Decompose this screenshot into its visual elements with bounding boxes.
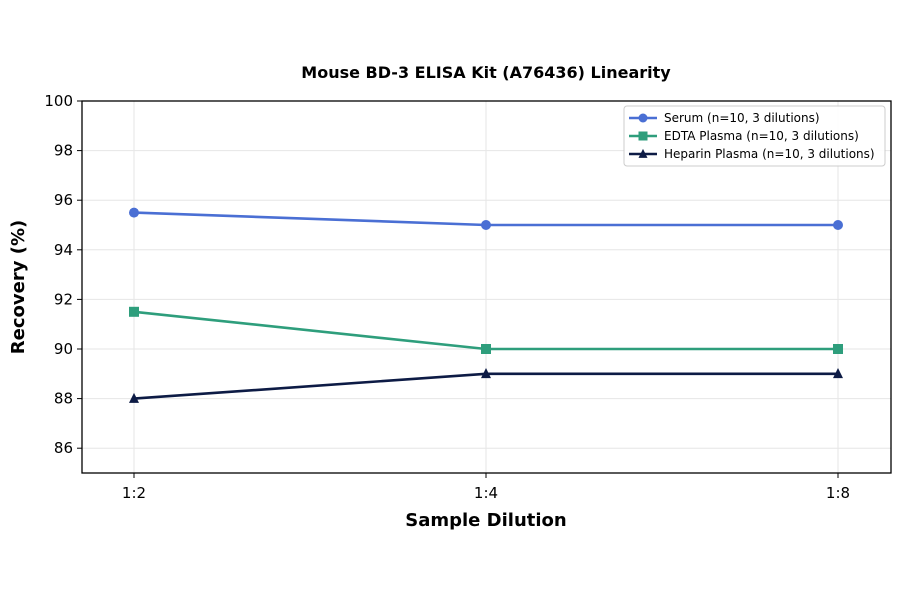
marker-point: [638, 148, 648, 158]
marker-point: [481, 220, 491, 230]
y-tick-label: 86: [54, 439, 73, 457]
marker-point: [481, 368, 491, 379]
x-tick-label: 1:2: [122, 484, 146, 502]
y-tick-label: 94: [54, 241, 73, 259]
marker-point: [129, 306, 139, 317]
marker-point: [481, 344, 491, 354]
series-0: [129, 207, 843, 230]
marker-point: [129, 207, 139, 218]
legend-label: Heparin Plasma (n=10, 3 dilutions): [664, 147, 875, 161]
x-tick-label: 1:8: [826, 484, 850, 502]
legend-box: [623, 105, 886, 167]
legend-label: EDTA Plasma (n=10, 3 dilutions): [664, 129, 859, 143]
y-tick-label: 88: [54, 390, 73, 408]
y-tick-label: 98: [54, 142, 73, 160]
axis-ticks: 86 88 90 92 94 96 98 100 1:2 1:4 1:8: [44, 92, 850, 502]
marker-point: [833, 220, 843, 230]
legend-label: Serum (n=10, 3 dilutions): [664, 111, 820, 125]
x-axis-label: Sample Dilution: [405, 510, 566, 531]
x-tick-label: 1:4: [474, 484, 498, 502]
legend-item: EDTA Plasma (n=10, 3 dilutions): [629, 129, 859, 143]
marker-point: [833, 344, 843, 354]
legend-item: Heparin Plasma (n=10, 3 dilutions): [629, 147, 875, 161]
y-tick-label: 90: [54, 340, 73, 358]
chart-title: Mouse BD-3 ELISA Kit (A76436) Linearity: [301, 63, 671, 82]
marker-point: [833, 368, 843, 379]
legend: Serum (n=10, 3 dilutions) EDTA Plasma (n=…: [623, 105, 886, 167]
y-tick-label: 100: [44, 92, 73, 110]
series-2: [129, 368, 843, 403]
marker-point: [638, 131, 648, 141]
y-tick-label: 92: [54, 290, 73, 308]
legend-item: Serum (n=10, 3 dilutions): [629, 111, 820, 125]
y-axis-label: Recovery (%): [8, 220, 29, 354]
marker-point: [638, 113, 648, 123]
y-tick-label: 96: [54, 191, 73, 209]
series-1: [129, 306, 843, 354]
series-layer: [129, 207, 843, 403]
marker-point: [129, 392, 139, 403]
